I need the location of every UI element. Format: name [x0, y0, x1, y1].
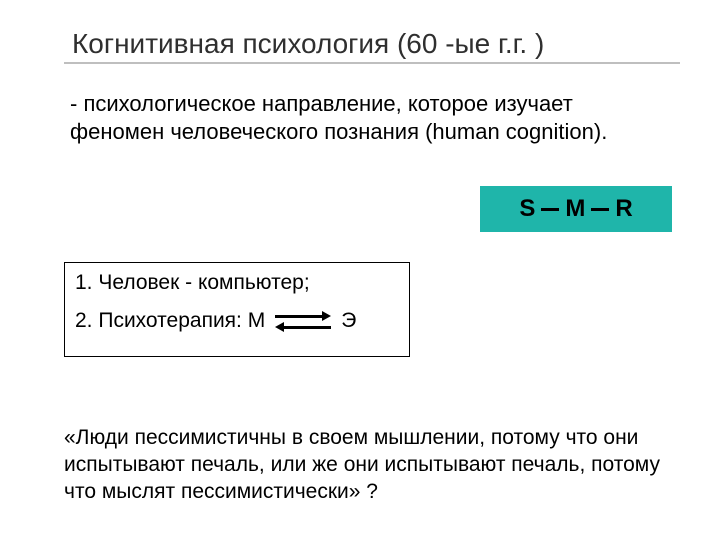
formula-m: M	[565, 195, 585, 223]
arrow-left-icon	[275, 323, 331, 331]
formula-r: R	[615, 195, 632, 223]
formula-s: S	[519, 195, 535, 223]
formula-box: S M R	[480, 186, 672, 232]
quote-text: «Люди пессимистичны в своем мышлении, по…	[64, 425, 676, 506]
definition-text: - психологическое направление, которое и…	[70, 90, 660, 145]
list-item-2-prefix: 2. Психотерапия: М	[75, 309, 265, 333]
formula-dash-2	[591, 208, 609, 211]
slide: Когнитивная психология (60 -ые г.г. ) - …	[0, 0, 720, 540]
slide-title: Когнитивная психология (60 -ые г.г. )	[72, 28, 680, 60]
double-arrow-icon	[275, 312, 331, 331]
list-item-1-text: 1. Человек - компьютер;	[75, 271, 310, 295]
list-item-2: 2. Психотерапия: М Э	[75, 309, 399, 333]
list-item-1: 1. Человек - компьютер;	[75, 271, 399, 295]
list-item-2-suffix: Э	[341, 309, 356, 333]
title-underline	[64, 62, 680, 64]
list-box: 1. Человек - компьютер; 2. Психотерапия:…	[64, 262, 410, 357]
arrow-right-icon	[275, 312, 331, 320]
formula-dash-1	[541, 208, 559, 211]
